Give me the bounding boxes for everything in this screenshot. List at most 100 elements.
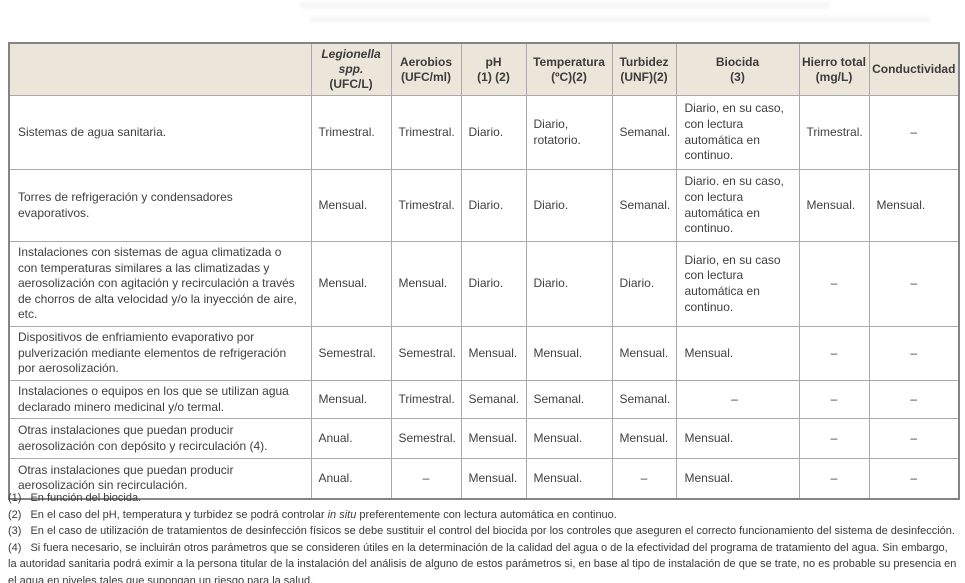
- column-header-conductividad: Conductividad: [868, 42, 960, 96]
- table-cell: –: [798, 418, 870, 460]
- footnote-text: En función del biocida.: [30, 492, 142, 504]
- table-cell: Trimestral.: [390, 379, 462, 420]
- row-label: Otras instalaciones que puedan producir …: [8, 418, 312, 460]
- ghost-text-line: [300, 2, 830, 9]
- table-cell: Semanal.: [611, 379, 677, 420]
- column-header-label: Biocida: [715, 54, 760, 69]
- table-cell: Mensual.: [611, 418, 677, 460]
- row-label: Torres de refrigeración y condensadores …: [8, 169, 312, 242]
- table-cell: –: [868, 379, 960, 420]
- column-header-ph: pH (1) (2): [460, 42, 527, 96]
- table-cell: Diario, rotatorio.: [525, 95, 613, 170]
- table-cell: –: [798, 458, 870, 500]
- table-cell: –: [868, 95, 960, 170]
- column-header-unit: (UNF)(2): [620, 69, 668, 84]
- row-label: Sistemas de agua sanitaria.: [8, 95, 312, 170]
- table-cell: –: [798, 325, 870, 381]
- column-header-hierro-total: Hierro total (mg/L): [798, 42, 870, 96]
- table-cell: Semanal.: [611, 95, 677, 170]
- footnote-marker: (2): [8, 508, 22, 521]
- column-header-turbidez: Turbidez (UNF)(2): [611, 42, 677, 96]
- table-row: Instalaciones o equipos en los que se ut…: [8, 379, 960, 420]
- column-header-label: Conductividad: [872, 62, 956, 76]
- column-header-aerobios: Aerobios (UFC/ml): [390, 42, 462, 96]
- table-cell: Semanal.: [460, 379, 527, 420]
- table-cell: Mensual.: [525, 418, 613, 460]
- table-cell: Mensual.: [310, 169, 392, 242]
- table-cell: Diario.: [460, 169, 527, 242]
- table-row: Dispositivos de enfriamiento evaporativo…: [8, 325, 960, 381]
- table-cell: Mensual.: [310, 241, 392, 327]
- table-row: Torres de refrigeración y condensadores …: [8, 169, 960, 242]
- column-header-unit: (UFC/ml): [401, 69, 451, 84]
- ghost-text-line: [310, 16, 930, 22]
- table-cell: Trimestral.: [390, 95, 462, 170]
- table-cell: –: [868, 418, 960, 460]
- table-cell: Diario.: [525, 169, 613, 242]
- table-cell: Trimestral.: [310, 95, 392, 170]
- table-cell: Anual.: [310, 458, 392, 500]
- table-cell: Mensual.: [611, 325, 677, 381]
- table-cell: Semanal.: [611, 169, 677, 242]
- table-cell: Mensual.: [460, 418, 527, 460]
- table-cell: Mensual.: [868, 169, 960, 242]
- cropped-ghost-text: [300, 0, 940, 26]
- table-row: Sistemas de agua sanitaria. Trimestral. …: [8, 95, 960, 170]
- table-cell: Trimestral.: [798, 95, 870, 170]
- header-row: Legionella spp. (UFC/L) Aerobios (UFC/ml…: [8, 42, 960, 96]
- column-header-unit: (UFC/L): [329, 77, 373, 91]
- row-label: Instalaciones o equipos en los que se ut…: [8, 379, 312, 420]
- row-label: Otras instalaciones que puedan producir …: [8, 458, 312, 500]
- column-header-label: Hierro total: [801, 54, 866, 69]
- table-cell: Semestral.: [310, 325, 392, 381]
- table-cell: Mensual.: [798, 169, 870, 242]
- footnote-text-italic: in situ: [327, 508, 357, 521]
- column-header-label: Turbidez: [619, 54, 669, 69]
- table-cell: Anual.: [310, 418, 392, 460]
- footnote-marker: (1): [8, 492, 22, 504]
- footnote-3: (3) En el caso de utilización de tratamie…: [8, 523, 958, 540]
- table-row: Instalaciones con sistemas de agua clima…: [8, 241, 960, 327]
- table-cell: Diario, en su caso con lectura automátic…: [675, 241, 800, 327]
- table-cell: –: [798, 241, 870, 327]
- table-cell: Semestral.: [390, 418, 462, 460]
- column-header-unit: (1) (2): [477, 69, 510, 84]
- table-cell: Diario.: [611, 241, 677, 327]
- table-cell: Semanal.: [525, 379, 613, 420]
- footnote-text: preferentemente con lectura automática e…: [356, 508, 617, 521]
- footnote-1: (1) En función del biocida.: [8, 490, 958, 507]
- table-cell: Mensual.: [675, 418, 800, 460]
- footnote-text: Si fuera necesario, se incluirán otros p…: [8, 541, 957, 583]
- table-cell: Mensual.: [310, 379, 392, 420]
- table-cell: Diario.: [460, 95, 527, 170]
- column-header-label: pH: [485, 54, 502, 69]
- footnote-2: (2) En el caso del pH, temperatura y turb…: [8, 507, 958, 524]
- table-cell: Diario, en su caso, con lectura automáti…: [675, 95, 800, 170]
- table-cell: Trimestral.: [390, 169, 462, 242]
- table-row: Otras instalaciones que puedan producir …: [8, 418, 960, 460]
- column-header-unit: (3): [730, 69, 745, 84]
- column-header-biocida: Biocida (3): [675, 42, 800, 96]
- table-cell: Mensual.: [525, 325, 613, 381]
- table-cell: –: [868, 325, 960, 381]
- table-cell: Mensual.: [675, 325, 800, 381]
- table-cell: Mensual.: [525, 458, 613, 500]
- row-label: Dispositivos de enfriamiento evaporativo…: [8, 325, 312, 381]
- table-cell: Mensual.: [675, 458, 800, 500]
- table-cell: –: [611, 458, 677, 500]
- column-header-empty: [8, 42, 312, 96]
- table-cell: Mensual.: [460, 325, 527, 381]
- footnote-4: (4) Si fuera necesario, se incluirán otro…: [8, 540, 958, 583]
- column-header-unit: (ºC)(2): [551, 69, 587, 84]
- table-cell: Diario. en su caso, con lectura automáti…: [675, 169, 800, 242]
- column-header-label: Legionella spp.: [321, 47, 381, 76]
- footnote-text: En el caso del pH, temperatura y turbide…: [30, 508, 328, 521]
- footnote-marker: (3): [8, 525, 22, 537]
- column-header-label: Temperatura: [533, 54, 605, 69]
- column-header-label: Aerobios: [399, 54, 452, 69]
- column-header-legionella: Legionella spp. (UFC/L): [310, 42, 392, 96]
- table-cell: Mensual.: [460, 458, 527, 500]
- column-header-temperatura: Temperatura (ºC)(2): [525, 42, 613, 96]
- table-cell: –: [675, 379, 800, 420]
